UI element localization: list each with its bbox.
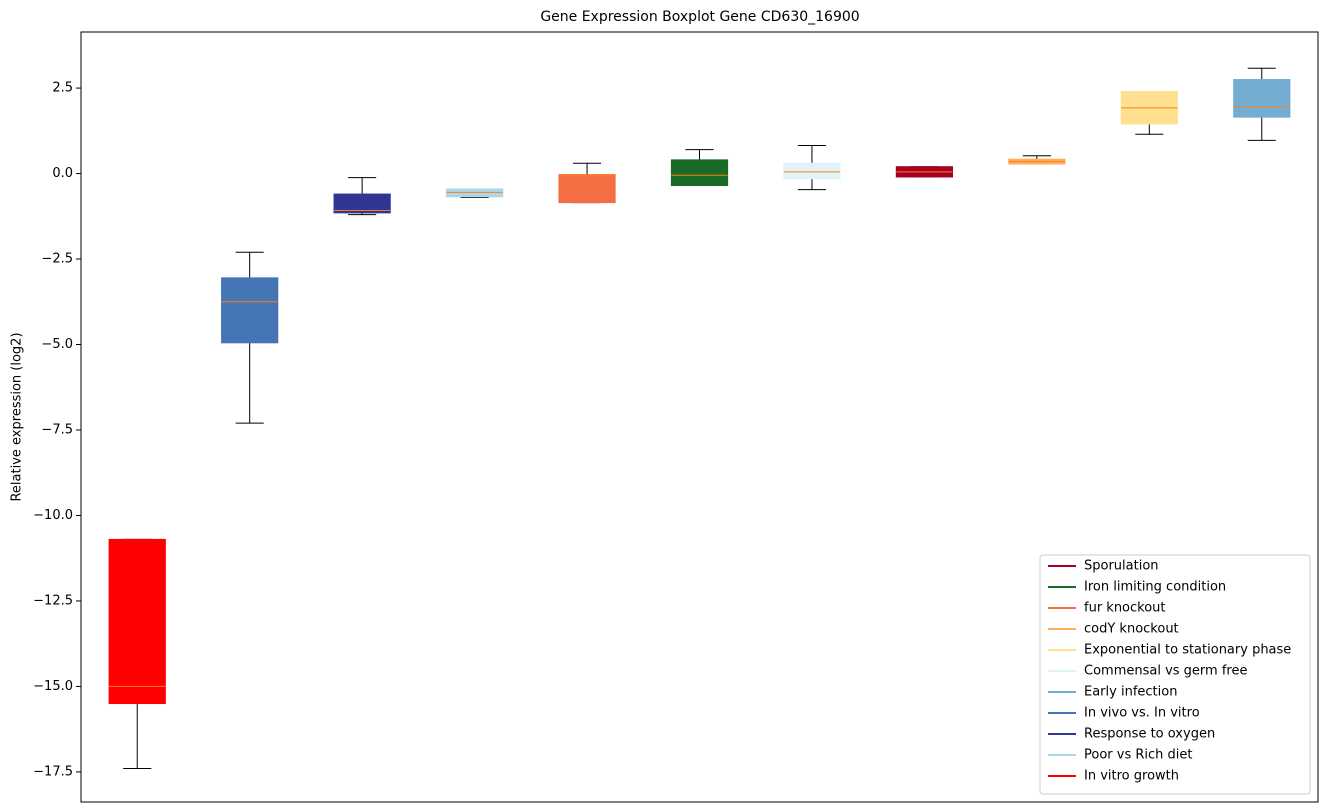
legend-label: Commensal vs germ free xyxy=(1084,664,1247,679)
y-tick-label: −15.0 xyxy=(33,679,73,694)
box xyxy=(221,277,279,344)
legend-label: Exponential to stationary phase xyxy=(1084,643,1291,658)
box xyxy=(333,193,391,214)
legend-label: Early infection xyxy=(1084,685,1177,700)
y-tick-label: 0.0 xyxy=(52,166,73,181)
y-tick-label: −7.5 xyxy=(41,422,73,437)
legend-label: Poor vs Rich diet xyxy=(1084,748,1192,763)
y-tick-label: −10.0 xyxy=(33,508,73,523)
legend-label: Iron limiting condition xyxy=(1084,580,1226,595)
legend-label: In vitro growth xyxy=(1084,769,1179,784)
box xyxy=(108,538,166,705)
legend-label: In vivo vs. In vitro xyxy=(1084,706,1200,721)
box xyxy=(670,159,729,187)
box xyxy=(783,162,841,180)
plot-frame xyxy=(80,31,1319,803)
chart-title: Gene Expression Boxplot Gene CD630_16900 xyxy=(540,9,859,25)
y-axis-label: Relative expression (log2) xyxy=(10,332,25,501)
y-tick-label: −5.0 xyxy=(41,337,73,352)
y-tick-label: −17.5 xyxy=(33,764,73,779)
legend-frame xyxy=(1039,554,1311,795)
box xyxy=(558,174,616,204)
legend-label: Sporulation xyxy=(1084,559,1159,574)
legend-label: Response to oxygen xyxy=(1084,727,1215,742)
y-tick-label: 2.5 xyxy=(52,81,73,96)
y-tick-label: −12.5 xyxy=(33,593,73,608)
legend-label: fur knockout xyxy=(1084,601,1166,616)
legend-label: codY knockout xyxy=(1084,622,1179,637)
box xyxy=(445,188,504,198)
y-tick-label: −2.5 xyxy=(41,252,73,267)
box xyxy=(1233,79,1291,118)
